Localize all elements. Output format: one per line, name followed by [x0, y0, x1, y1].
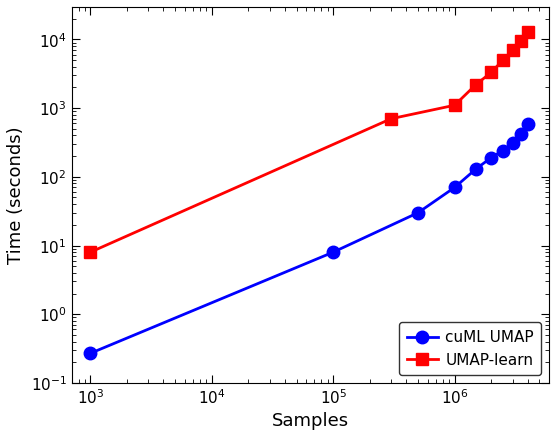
cuML UMAP: [488, 155, 494, 160]
cuML UMAP: [524, 122, 531, 127]
UMAP-learn: [499, 58, 506, 63]
cuML UMAP: [499, 148, 506, 153]
Y-axis label: Time (seconds): Time (seconds): [7, 126, 25, 264]
Line: UMAP-learn: UMAP-learn: [84, 26, 534, 259]
UMAP-learn: [509, 48, 516, 53]
cuML UMAP: [473, 166, 479, 172]
Legend: cuML UMAP, UMAP-learn: cuML UMAP, UMAP-learn: [399, 323, 542, 375]
cuML UMAP: [517, 132, 524, 137]
cuML UMAP: [509, 141, 516, 146]
UMAP-learn: [488, 70, 494, 75]
UMAP-learn: [473, 82, 479, 87]
cuML UMAP: [451, 185, 458, 190]
UMAP-learn: [517, 38, 524, 44]
UMAP-learn: [524, 29, 531, 35]
cuML UMAP: [415, 210, 421, 215]
Line: cuML UMAP: cuML UMAP: [84, 118, 534, 360]
UMAP-learn: [451, 103, 458, 108]
cuML UMAP: [330, 250, 336, 255]
X-axis label: Samples: Samples: [272, 412, 349, 430]
UMAP-learn: [87, 250, 94, 255]
UMAP-learn: [388, 116, 394, 121]
cuML UMAP: [87, 351, 94, 356]
